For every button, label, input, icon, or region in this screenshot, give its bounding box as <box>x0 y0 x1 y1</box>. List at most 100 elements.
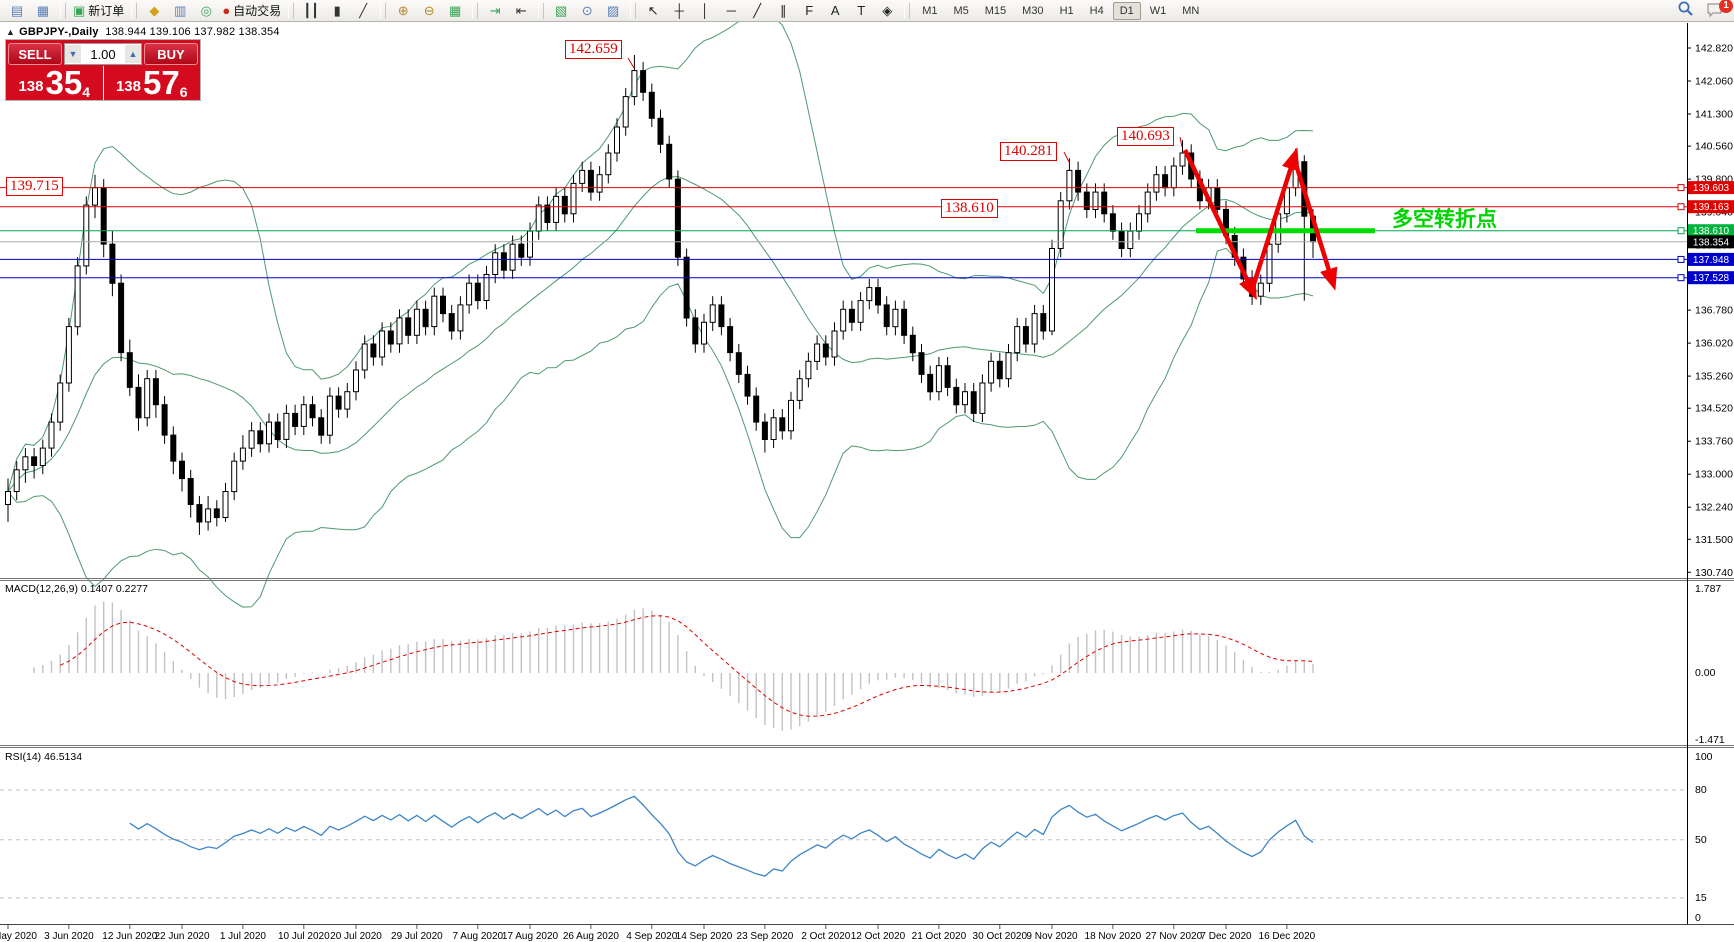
svg-text:15: 15 <box>1695 892 1707 904</box>
buy-price[interactable]: 138 57 6 <box>115 64 188 101</box>
svg-text:100: 100 <box>1695 751 1713 763</box>
timeframe-d1[interactable]: D1 <box>1112 1 1141 20</box>
bollinger-bands <box>7 11 1314 608</box>
tile-windows-icon[interactable]: ▦ <box>449 2 462 18</box>
arrows-dropdown-icon[interactable]: ◈ <box>882 2 893 18</box>
horizontal-line-icon[interactable]: ─ <box>726 3 736 18</box>
volume-down-button[interactable]: ▼ <box>65 45 81 63</box>
svg-text:133.000: 133.000 <box>1695 469 1733 481</box>
svg-text:21 Oct 2020: 21 Oct 2020 <box>912 931 967 942</box>
fibonacci-icon[interactable]: F <box>805 3 814 18</box>
toolbar-separator <box>538 2 545 19</box>
svg-text:1 Jul 2020: 1 Jul 2020 <box>220 931 267 942</box>
text-label-icon[interactable]: T <box>857 3 866 18</box>
search-icon[interactable] <box>1677 0 1694 22</box>
crosshair-icon[interactable]: ┼ <box>674 3 684 18</box>
data-window-icon[interactable]: ▦ <box>36 2 50 18</box>
svg-text:29 Jul 2020: 29 Jul 2020 <box>391 931 443 942</box>
svg-text:142.820: 142.820 <box>1695 43 1733 55</box>
trend-arrows[interactable] <box>1182 147 1338 301</box>
svg-text:20 Jul 2020: 20 Jul 2020 <box>330 931 382 942</box>
svg-text:137.528: 137.528 <box>1693 273 1730 284</box>
auto-trading-icon[interactable]: ● 自动交易 <box>222 3 282 18</box>
new-order-icon[interactable]: ▣ 新订单 <box>73 2 125 19</box>
equidistant-channel-icon[interactable]: ∥ <box>779 2 787 18</box>
svg-text:2 Oct 2020: 2 Oct 2020 <box>801 931 850 942</box>
svg-text:138.610: 138.610 <box>1693 226 1730 237</box>
price-label-140.281[interactable]: 140.281 <box>1000 142 1057 161</box>
timeframe-h1[interactable]: H1 <box>1059 4 1074 17</box>
rsi-panel <box>0 789 1687 899</box>
macd-indicator-label: MACD(12,26,9) 0.1407 0.2277 <box>5 583 149 595</box>
timeframe-m1[interactable]: M1 <box>922 4 938 17</box>
svg-text:131.500: 131.500 <box>1695 534 1733 546</box>
ohlc-values: 138.944 139.106 137.982 138.354 <box>105 26 280 38</box>
sell-price[interactable]: 138 35 4 <box>6 66 104 100</box>
horizontal-lines[interactable] <box>0 184 1687 282</box>
svg-text:137.948: 137.948 <box>1693 255 1730 266</box>
zoom-out-icon[interactable]: ⊖ <box>423 2 435 18</box>
svg-text:7 Aug 2020: 7 Aug 2020 <box>452 931 503 942</box>
toolbar-separator <box>904 2 911 19</box>
symbol-period: GBPJPY-,Daily <box>19 26 99 38</box>
cursor-icon[interactable]: ↖ <box>647 2 659 18</box>
svg-text:30 Oct 2020: 30 Oct 2020 <box>973 931 1028 942</box>
price-label-140.693[interactable]: 140.693 <box>1117 127 1174 146</box>
price-label-139.715[interactable]: 139.715 <box>6 177 63 196</box>
auto-scroll-icon[interactable]: ⇥ <box>489 2 501 18</box>
macd-panel <box>33 601 1314 731</box>
svg-text:132.240: 132.240 <box>1695 502 1733 514</box>
new-chart-icon[interactable]: ▧ <box>555 2 568 18</box>
notifications-icon[interactable]: 1 <box>1706 0 1733 20</box>
volume-up-button[interactable]: ▲ <box>125 45 141 63</box>
new-order-icon-label: 新订单 <box>88 4 125 18</box>
sell-button[interactable]: SELL <box>8 43 62 65</box>
templates-icon[interactable]: ▨ <box>607 2 620 18</box>
volume-input[interactable]: 1.00 <box>90 46 116 62</box>
trendline-icon[interactable]: ╱ <box>753 2 762 18</box>
svg-text:14 Sep 2020: 14 Sep 2020 <box>676 931 733 942</box>
profiles-icon[interactable]: ⊙ <box>581 2 593 18</box>
vertical-line-icon[interactable]: │ <box>701 3 710 18</box>
price-label-138.610[interactable]: 138.610 <box>941 199 998 218</box>
svg-text:17 Aug 2020: 17 Aug 2020 <box>502 931 559 942</box>
price-label-142.659[interactable]: 142.659 <box>565 40 622 59</box>
toolbar-separator <box>380 2 387 19</box>
styler-icon[interactable]: ◆ <box>149 2 160 18</box>
svg-text:22 Jun 2020: 22 Jun 2020 <box>154 931 209 942</box>
svg-text:1.787: 1.787 <box>1695 583 1721 595</box>
price-axis[interactable]: 142.820142.060141.300140.560139.800139.0… <box>1687 43 1734 579</box>
svg-text:-1.471: -1.471 <box>1695 734 1725 746</box>
zoom-in-icon[interactable]: ⊕ <box>397 2 409 18</box>
candles-layer <box>5 55 1316 535</box>
signals-icon[interactable]: ◎ <box>200 2 212 18</box>
svg-text:136.020: 136.020 <box>1695 338 1733 350</box>
one-click-toggle-icon[interactable]: ▲ <box>6 27 16 37</box>
buy-button[interactable]: BUY <box>144 43 198 65</box>
timeframe-m5[interactable]: M5 <box>953 4 969 17</box>
one-click-trading-panel: SELL ▼ 1.00 ▲ BUY 138 35 4 138 57 6 <box>5 39 201 101</box>
chart-shift-icon[interactable]: ⇤ <box>515 2 527 18</box>
timeframe-mn[interactable]: MN <box>1182 4 1200 17</box>
terminal-icon[interactable]: ▥ <box>174 2 187 18</box>
svg-text:50: 50 <box>1695 834 1707 846</box>
timeframe-w1[interactable]: W1 <box>1149 4 1167 17</box>
text-icon[interactable]: A <box>830 3 840 18</box>
market-watch-icon[interactable]: ▤ <box>10 2 24 18</box>
svg-text:134.520: 134.520 <box>1695 403 1733 415</box>
panel-frames[interactable] <box>0 23 1734 925</box>
line-chart-icon[interactable]: ╱ <box>359 2 368 18</box>
candlestick-chart-icon[interactable]: ▮ <box>333 2 341 18</box>
svg-text:12 Jun 2020: 12 Jun 2020 <box>102 931 157 942</box>
bull-bear-turning-point-annotation[interactable]: 多空转折点 <box>1392 208 1497 231</box>
timeframe-m15[interactable]: M15 <box>984 4 1007 17</box>
timeframe-m30[interactable]: M30 <box>1022 4 1044 17</box>
svg-text:0.00: 0.00 <box>1695 667 1716 679</box>
svg-text:138.354: 138.354 <box>1693 237 1730 248</box>
notification-badge: 1 <box>1719 0 1733 13</box>
svg-text:25 May 2020: 25 May 2020 <box>0 931 37 942</box>
timeframe-h4[interactable]: H4 <box>1089 4 1104 17</box>
bar-chart-icon[interactable]: ┃┃ <box>303 2 320 18</box>
